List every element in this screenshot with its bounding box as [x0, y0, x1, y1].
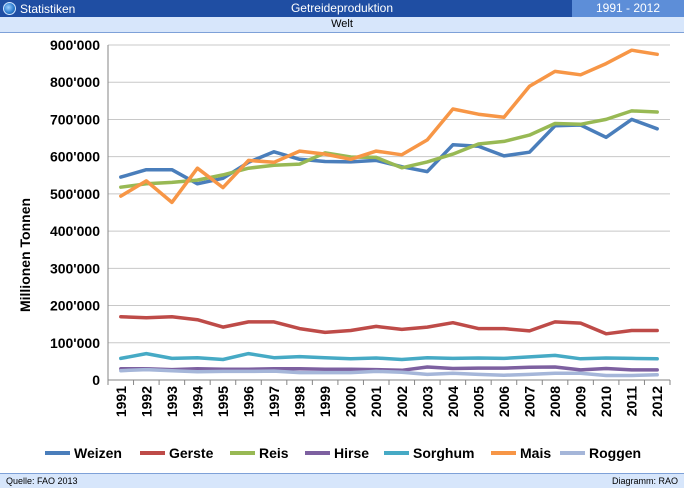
series-line-sorghum — [119, 351, 659, 362]
y-tick-label: 800'000 — [50, 74, 100, 90]
y-axis-ticks: 0 100'000 200'000 300'000 400'000 500'000 600'… — [50, 37, 100, 388]
x-tick-label: 2011 — [624, 386, 640, 417]
section-text: Statistiken — [20, 1, 76, 16]
y-tick-label: 700'000 — [50, 111, 100, 127]
x-tick-label: 2001 — [368, 386, 384, 417]
x-tick-label: 2006 — [496, 386, 512, 417]
x-tick-label: 1993 — [164, 386, 180, 417]
legend-label: Hirse — [334, 445, 369, 461]
x-tick-label: 2010 — [598, 386, 614, 417]
footer-bar: Quelle: FAO 2013 Diagramm: RAO — [0, 473, 684, 488]
page-title: Getreideproduktion — [290, 1, 394, 15]
y-tick-label: 0 — [92, 372, 100, 388]
grid-lines — [107, 44, 670, 381]
legend: Weizen Gerste Reis Hirse Sorghum Mais Roggen — [45, 445, 641, 461]
diagram-credit: Diagramm: RAO — [611, 476, 678, 486]
legend-label: Weizen — [74, 445, 122, 461]
y-tick-label: 500'000 — [50, 186, 100, 202]
x-tick-label: 1991 — [113, 386, 129, 417]
y-tick-label: 900'000 — [50, 37, 100, 53]
y-axis-label: Millionen Tonnen — [17, 198, 33, 312]
y-tick-label: 600'000 — [50, 149, 100, 165]
section-label: Statistiken — [0, 0, 120, 17]
globe-icon — [3, 2, 16, 15]
x-tick-label: 2008 — [547, 386, 563, 417]
region-label: Welt — [0, 17, 684, 33]
chart-area: 0 100'000 200'000 300'000 400'000 500'000 600'… — [0, 33, 684, 473]
x-tick-label: 2004 — [445, 386, 461, 417]
x-tick-label: 2000 — [343, 386, 359, 417]
source-note: Quelle: FAO 2013 — [6, 476, 78, 486]
legend-label: Mais — [520, 445, 551, 461]
y-tick-label: 100'000 — [50, 335, 100, 351]
series-line-roggen — [119, 367, 659, 378]
year-range: 1991 - 2012 — [572, 0, 684, 17]
x-tick-label: 1995 — [215, 386, 231, 417]
x-tick-label: 1997 — [266, 386, 282, 417]
x-tick-label: 2005 — [470, 386, 486, 417]
series-line-mais — [119, 48, 659, 205]
x-tick-label: 1996 — [241, 386, 257, 417]
x-tick-label: 1998 — [292, 386, 308, 417]
series-line-gerste — [119, 314, 659, 336]
y-tick-label: 200'000 — [50, 298, 100, 314]
x-tick-label: 1999 — [317, 386, 333, 417]
line-chart: 0 100'000 200'000 300'000 400'000 500'000 600'… — [17, 37, 671, 461]
x-tick-label: 2012 — [649, 386, 665, 417]
series-line-reis — [119, 109, 659, 189]
legend-label: Roggen — [589, 445, 641, 461]
x-tick-label: 2003 — [419, 386, 435, 417]
legend-label: Gerste — [169, 445, 214, 461]
series-line-hirse — [119, 365, 659, 373]
x-tick-label: 1992 — [138, 386, 154, 417]
x-axis-ticks: 1991 1992 1993 1994 1995 1996 1997 1998 1999 2000… — [107, 380, 671, 417]
header-bar: Statistiken Getreideproduktion 1991 - 20… — [0, 0, 684, 17]
series-lines — [119, 48, 659, 378]
x-tick-label: 2002 — [394, 386, 410, 417]
x-tick-label: 2009 — [573, 386, 589, 417]
legend-label: Sorghum — [413, 445, 474, 461]
legend-label: Reis — [259, 445, 289, 461]
y-tick-label: 400'000 — [50, 223, 100, 239]
y-tick-label: 300'000 — [50, 260, 100, 276]
x-tick-label: 2007 — [522, 386, 538, 417]
x-tick-label: 1994 — [189, 386, 205, 417]
